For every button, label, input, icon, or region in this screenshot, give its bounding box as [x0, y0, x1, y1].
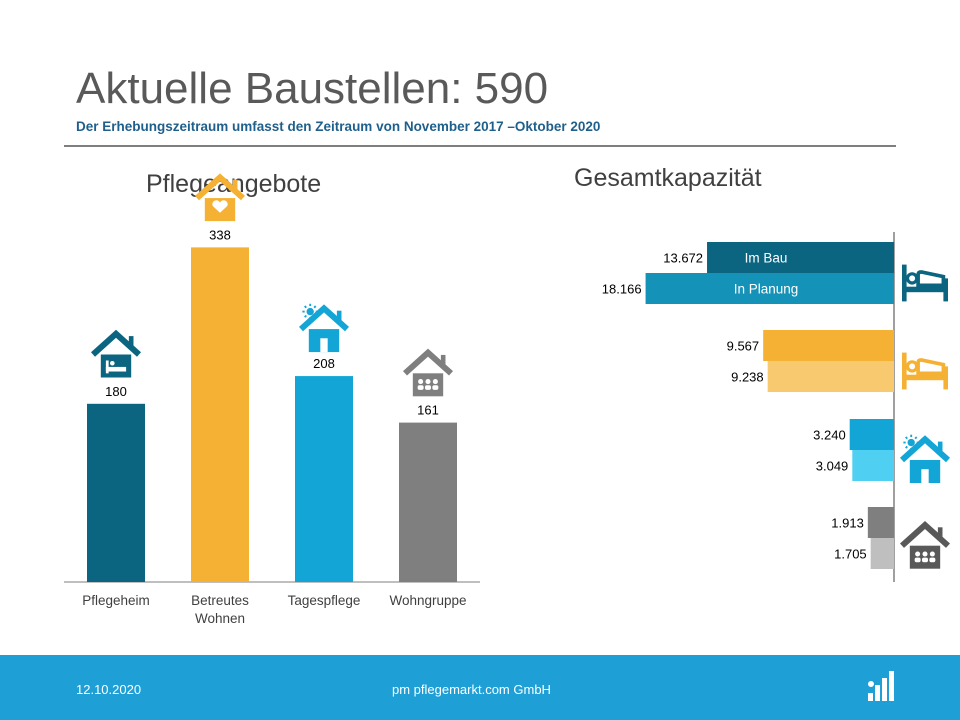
house-heart-icon [194, 173, 246, 222]
category-label: Wohngruppe [389, 593, 466, 608]
house-bed-icon [90, 329, 142, 378]
bar-1 [87, 403, 145, 582]
bar-3 [295, 376, 353, 582]
footer-date: 12.10.2020 [76, 682, 142, 697]
pflegeangebote-chart: 180 Pflegeheim 338 Betreutes Wohnen 208 Tagesp… [64, 173, 480, 626]
category-label: Tagespflege [288, 593, 361, 608]
footer-company: pm pflegemarkt.com GmbH [392, 682, 551, 697]
bar-value-label: 338 [209, 227, 231, 242]
house-group-icon [402, 348, 454, 397]
bar-value-label: 208 [313, 356, 335, 371]
category-label: Betreutes Wohnen [191, 593, 249, 626]
page-title: Aktuelle Baustellen: 590 [76, 64, 549, 113]
right-chart-title: Gesamtkapazität [574, 164, 762, 192]
house-sun-icon [298, 303, 350, 353]
bar-value-label: 180 [105, 384, 127, 399]
pflegemarkt-logo-icon [868, 671, 894, 701]
title-divider [64, 145, 896, 147]
bar-value-label: 161 [417, 403, 439, 418]
bar-2 [191, 247, 249, 582]
bar-4 [399, 422, 457, 582]
page-subtitle: Der Erhebungszeitraum umfasst den Zeitra… [76, 119, 601, 134]
footer-bar: 12.10.2020 pm pflegemarkt.com GmbH [0, 655, 960, 720]
category-label: Pflegeheim [82, 593, 150, 608]
